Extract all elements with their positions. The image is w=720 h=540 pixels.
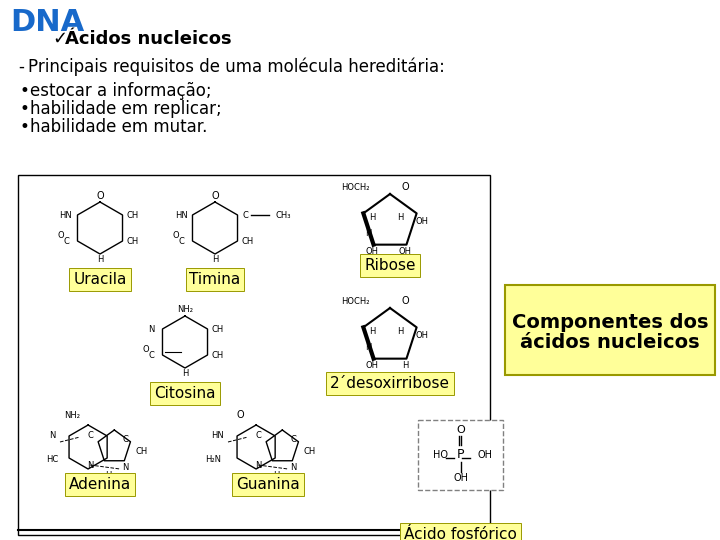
Text: CH: CH — [212, 350, 224, 360]
Text: CH₃: CH₃ — [276, 211, 292, 219]
Text: estocar a informação;: estocar a informação; — [30, 82, 212, 100]
Text: O: O — [173, 231, 179, 240]
Text: -: - — [18, 58, 24, 76]
Bar — [18, 175, 490, 535]
Text: H: H — [182, 369, 188, 379]
Text: C: C — [255, 430, 261, 440]
Text: N: N — [290, 462, 296, 471]
Text: H: H — [402, 361, 408, 370]
Text: HOCH₂: HOCH₂ — [341, 296, 369, 306]
Text: N: N — [49, 430, 55, 440]
Text: OH: OH — [366, 247, 379, 256]
Text: OH: OH — [478, 450, 493, 460]
Text: Componentes dos: Componentes dos — [512, 313, 708, 332]
Text: HO: HO — [433, 450, 448, 460]
Text: OH: OH — [415, 218, 428, 226]
Text: •: • — [20, 100, 30, 118]
Text: H: H — [369, 327, 375, 335]
Text: H: H — [273, 470, 279, 480]
Text: O: O — [401, 296, 409, 306]
Text: N: N — [148, 325, 154, 334]
Text: H: H — [369, 213, 375, 221]
Text: P: P — [456, 449, 464, 462]
Text: CH: CH — [304, 448, 316, 456]
Text: ✓: ✓ — [52, 30, 67, 48]
Text: CH: CH — [127, 211, 139, 219]
Text: H: H — [212, 255, 218, 265]
Text: H: H — [397, 327, 403, 335]
Text: O: O — [58, 231, 64, 240]
Text: NH₂: NH₂ — [177, 306, 193, 314]
Text: HOCH₂: HOCH₂ — [341, 183, 369, 192]
Text: OH: OH — [366, 361, 379, 370]
Text: Guanina: Guanina — [236, 477, 300, 492]
Text: O: O — [143, 345, 149, 354]
Text: habilidade em replicar;: habilidade em replicar; — [30, 100, 222, 118]
Text: Citosina: Citosina — [154, 386, 216, 401]
Text: C: C — [178, 237, 184, 246]
Text: C: C — [148, 350, 154, 360]
Text: Uracila: Uracila — [73, 272, 127, 287]
Text: •: • — [20, 118, 30, 136]
Text: H₂N: H₂N — [205, 455, 221, 463]
Text: H: H — [397, 213, 403, 221]
Text: HN: HN — [60, 211, 73, 219]
Text: C: C — [87, 430, 93, 440]
Text: O: O — [456, 425, 465, 435]
Text: CH: CH — [242, 237, 254, 246]
Text: C: C — [290, 435, 296, 443]
Text: Ácido fosfórico: Ácido fosfórico — [404, 527, 517, 540]
Text: OH: OH — [415, 332, 428, 341]
Text: CH: CH — [127, 237, 139, 246]
Text: N: N — [122, 462, 128, 471]
Text: DNA: DNA — [10, 8, 84, 37]
Text: H: H — [365, 230, 372, 239]
Text: HN: HN — [175, 211, 187, 219]
Text: O: O — [401, 182, 409, 192]
Text: Timina: Timina — [189, 272, 240, 287]
Text: C: C — [63, 237, 69, 246]
Bar — [418, 420, 503, 490]
Text: O: O — [96, 191, 104, 201]
Text: NH₂: NH₂ — [64, 410, 80, 420]
Text: O: O — [211, 191, 219, 201]
Text: Principais requisitos de uma molécula hereditária:: Principais requisitos de uma molécula he… — [28, 58, 445, 77]
Text: CH: CH — [136, 448, 148, 456]
Text: Ribose: Ribose — [364, 258, 415, 273]
Text: HN: HN — [212, 430, 225, 440]
Text: •: • — [20, 82, 30, 100]
Text: H: H — [96, 255, 103, 265]
Text: CH: CH — [212, 325, 224, 334]
Text: C: C — [242, 211, 248, 219]
Text: 2´desoxirribose: 2´desoxirribose — [330, 376, 450, 391]
Text: HC: HC — [46, 455, 58, 463]
Text: H: H — [365, 343, 372, 353]
Bar — [505, 285, 715, 375]
Text: OH: OH — [398, 247, 412, 256]
Text: N: N — [87, 461, 93, 469]
Text: O: O — [236, 410, 244, 420]
Text: ácidos nucleicos: ácidos nucleicos — [520, 334, 700, 353]
Text: H: H — [105, 470, 111, 480]
Text: habilidade em mutar.: habilidade em mutar. — [30, 118, 207, 136]
Text: Ácidos nucleicos: Ácidos nucleicos — [65, 30, 232, 48]
Text: N: N — [255, 461, 261, 469]
Text: C: C — [122, 435, 128, 443]
Text: OH: OH — [453, 473, 468, 483]
Text: Adenina: Adenina — [69, 477, 131, 492]
